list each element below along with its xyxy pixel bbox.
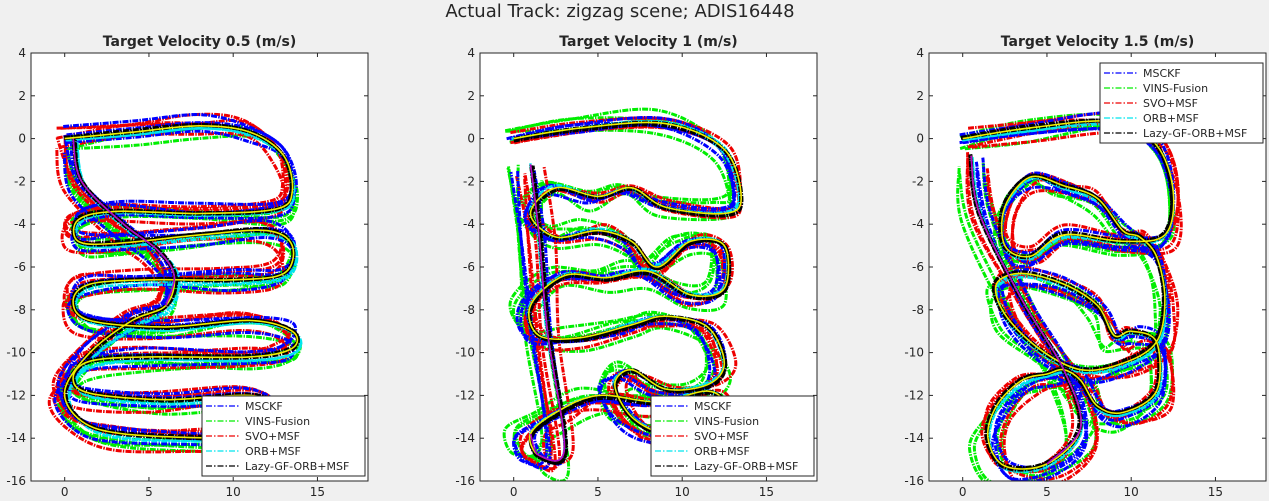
y-tick-label: 0 <box>18 132 26 146</box>
x-tick-label: 15 <box>1208 485 1223 499</box>
y-tick-label: -16 <box>455 474 475 488</box>
trajectories <box>47 112 303 456</box>
trajectory-ground-truth <box>63 124 299 441</box>
axes-title: Target Velocity 1.5 (m/s) <box>1001 34 1194 50</box>
y-tick-label: 2 <box>18 89 26 103</box>
trajectory-ground-truth-return <box>72 138 176 306</box>
trajectories <box>956 111 1183 481</box>
y-tick-label: -4 <box>14 217 26 231</box>
legend-entry: SVO+MSF <box>1143 97 1198 110</box>
y-tick-label: -4 <box>463 217 475 231</box>
trajectory-ground-truth <box>513 121 743 462</box>
legend-entry: SVO+MSF <box>694 430 749 443</box>
legend-entry: MSCKF <box>245 400 283 413</box>
axes-title: Target Velocity 1 (m/s) <box>559 34 737 50</box>
y-tick-label: -6 <box>14 260 26 274</box>
legend-entry: ORB+MSF <box>694 445 750 458</box>
axes-1: Target Velocity 0.5 (m/s) 0 5 10 15 4 2 0 -2 -4 -6… <box>6 34 369 499</box>
legend-entry: Lazy-GF-ORB+MSF <box>245 460 349 473</box>
x-tick-label: 10 <box>226 485 241 499</box>
y-tick-label: -12 <box>455 388 475 402</box>
y-tick-label: -8 <box>463 303 475 317</box>
legend-entry: ORB+MSF <box>1143 112 1199 125</box>
x-tick-label: 10 <box>675 485 690 499</box>
y-tick-label: -6 <box>912 260 924 274</box>
x-tick-label: 5 <box>145 485 153 499</box>
x-tick-label: 15 <box>759 485 774 499</box>
trajectory-ground-truth-return <box>529 164 566 462</box>
x-tick-label: 0 <box>959 485 967 499</box>
y-tick-label: 0 <box>467 132 475 146</box>
x-tick-label: 0 <box>61 485 69 499</box>
y-tick-label: -14 <box>904 431 924 445</box>
figure-title: Actual Track: zigzag scene; ADIS16448 <box>445 1 794 22</box>
trajectory-svo-msf-run-4 <box>47 131 289 456</box>
trajectory-vins-fusion-run-3 <box>964 125 1176 478</box>
legend-entry: MSCKF <box>694 400 732 413</box>
y-tick-label: 4 <box>18 46 26 60</box>
y-tick-label: 0 <box>916 132 924 146</box>
legend-entry: MSCKF <box>1143 67 1181 80</box>
x-tick-label: 15 <box>310 485 325 499</box>
legend-entry: VINS-Fusion <box>694 415 759 428</box>
axes-3: Target Velocity 1.5 (m/s) 0 5 10 15 4 2 0 -2 -4 -6… <box>904 34 1267 499</box>
y-tick-label: -2 <box>912 174 924 188</box>
y-tick-label: -10 <box>904 346 924 360</box>
legend-entry: VINS-Fusion <box>1143 82 1208 95</box>
y-tick-label: 4 <box>916 46 924 60</box>
trajectory-msckf-run-2 <box>56 113 298 438</box>
legend-entry: Lazy-GF-ORB+MSF <box>694 460 798 473</box>
y-tick-label: -2 <box>14 174 26 188</box>
y-tick-label: -16 <box>6 474 26 488</box>
y-tick-label: -8 <box>912 303 924 317</box>
legend: MSCKF VINS-Fusion SVO+MSF ORB+MSF Lazy-GF-OR… <box>201 395 366 477</box>
trajectory-lazy-gf-orb-msf-run-2 <box>514 120 744 465</box>
legend-entry: Lazy-GF-ORB+MSF <box>1143 127 1247 140</box>
legend-entry: ORB+MSF <box>245 445 301 458</box>
trajectory-ground-truth-return <box>970 155 1082 465</box>
y-tick-label: -2 <box>463 174 475 188</box>
x-tick-label: 10 <box>1124 485 1139 499</box>
legend-entry: SVO+MSF <box>245 430 300 443</box>
y-tick-label: 2 <box>467 89 475 103</box>
trajectories <box>502 107 744 481</box>
x-tick-label: 5 <box>1043 485 1051 499</box>
trajectory-msckf-run-3 <box>53 129 296 455</box>
trajectory-msckf-run-1 <box>59 121 298 442</box>
trajectory-vins-fusion-run-3 <box>502 107 731 459</box>
y-tick-label: -14 <box>455 431 475 445</box>
y-tick-label: 4 <box>467 46 475 60</box>
x-tick-label: 5 <box>594 485 602 499</box>
y-tick-label: -6 <box>463 260 475 274</box>
trajectory-svo-msf-run-4 <box>967 121 1180 481</box>
legend-entry: VINS-Fusion <box>245 415 310 428</box>
trajectory-lazy-gf-orb-msf-run-2 <box>960 118 1175 470</box>
trajectory-ground-truth <box>962 119 1175 470</box>
y-tick-label: -10 <box>455 346 475 360</box>
legend: MSCKF VINS-Fusion SVO+MSF ORB+MSF Lazy-GF-OR… <box>650 395 815 477</box>
x-tick-label: 0 <box>510 485 518 499</box>
legend: MSCKF VINS-Fusion SVO+MSF ORB+MSF Lazy-GF-OR… <box>1099 62 1264 144</box>
y-tick-label: -14 <box>6 431 26 445</box>
y-tick-label: -10 <box>6 346 26 360</box>
y-tick-label: -12 <box>6 388 26 402</box>
y-tick-label: -8 <box>14 303 26 317</box>
y-tick-label: -4 <box>912 217 924 231</box>
y-tick-label: -12 <box>904 388 924 402</box>
axes-container: Target Velocity 0.5 (m/s) 0 5 10 15 4 2 0 -2 -4 -6… <box>6 34 1267 499</box>
y-tick-label: -16 <box>904 474 924 488</box>
axes-2: Target Velocity 1 (m/s) 0 5 10 15 4 2 0 -2 -4 -6 -8… <box>455 34 818 499</box>
y-tick-label: 2 <box>916 89 924 103</box>
axes-title: Target Velocity 0.5 (m/s) <box>103 34 296 50</box>
